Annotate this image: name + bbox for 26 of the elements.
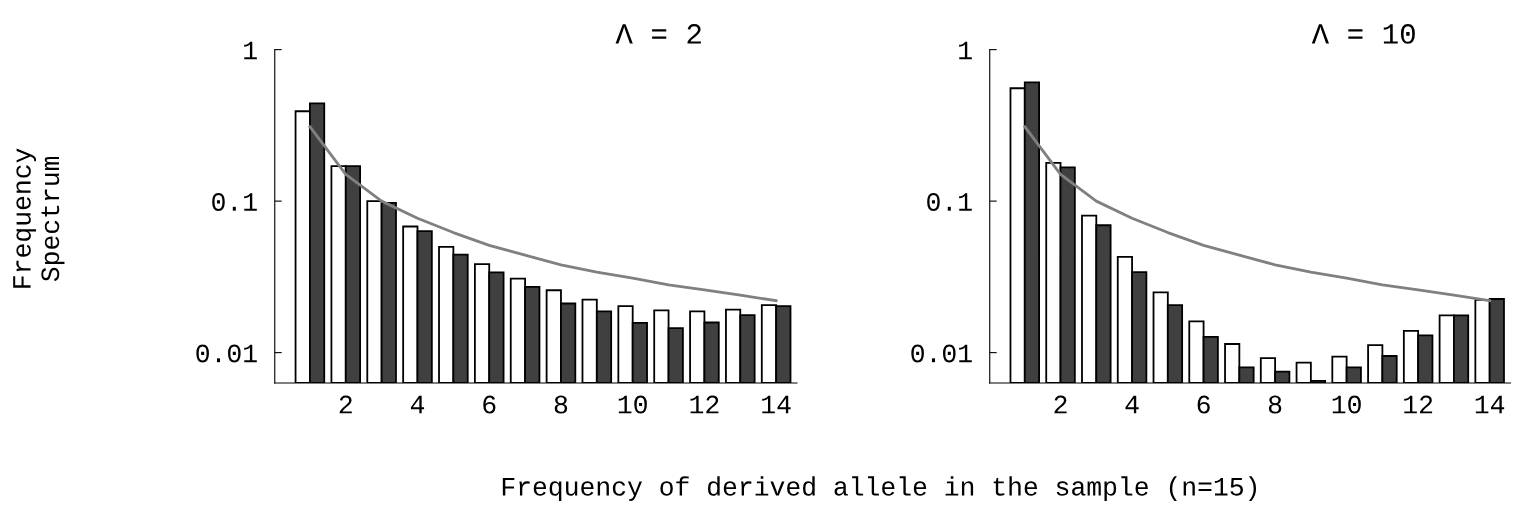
- y-tick-label: 1: [959, 41, 972, 60]
- x-tick-label: 12: [690, 395, 719, 414]
- x-tick-label: 14: [1475, 395, 1505, 414]
- y-tick-label: 0.1: [927, 193, 972, 211]
- x-tick-label: 4: [410, 395, 425, 414]
- x-tick-label: 8: [1268, 395, 1282, 414]
- x-tick-label: 14: [762, 395, 791, 414]
- x-tick-label: 10: [1332, 395, 1361, 414]
- x-tick-label: 6: [483, 395, 496, 414]
- chart-title: Λ = 2: [615, 24, 701, 44]
- x-tick-label: 4: [1125, 395, 1139, 414]
- line-series: [308, 125, 778, 303]
- y-tick-label: 0.01: [911, 344, 972, 363]
- x-axis-title: Frequency of derived allele in the sample (n=15): [502, 476, 1257, 501]
- y-tick-label: 0.1: [212, 193, 257, 211]
- x-tick-label: 2: [339, 395, 352, 414]
- y-axis-title: Frequency Spectrum: [13, 148, 65, 288]
- x-tick-label: 8: [554, 395, 568, 414]
- y-tick-label: 1: [244, 41, 257, 60]
- y-tick-label: 0.01: [196, 344, 257, 363]
- x-tick-label: 2: [1054, 395, 1067, 414]
- x-tick-label: 10: [618, 395, 647, 414]
- line-series: [1023, 125, 1492, 303]
- chart-title: Λ = 10: [1311, 24, 1415, 44]
- x-tick-label: 6: [1197, 395, 1210, 414]
- x-tick-label: 12: [1404, 395, 1433, 414]
